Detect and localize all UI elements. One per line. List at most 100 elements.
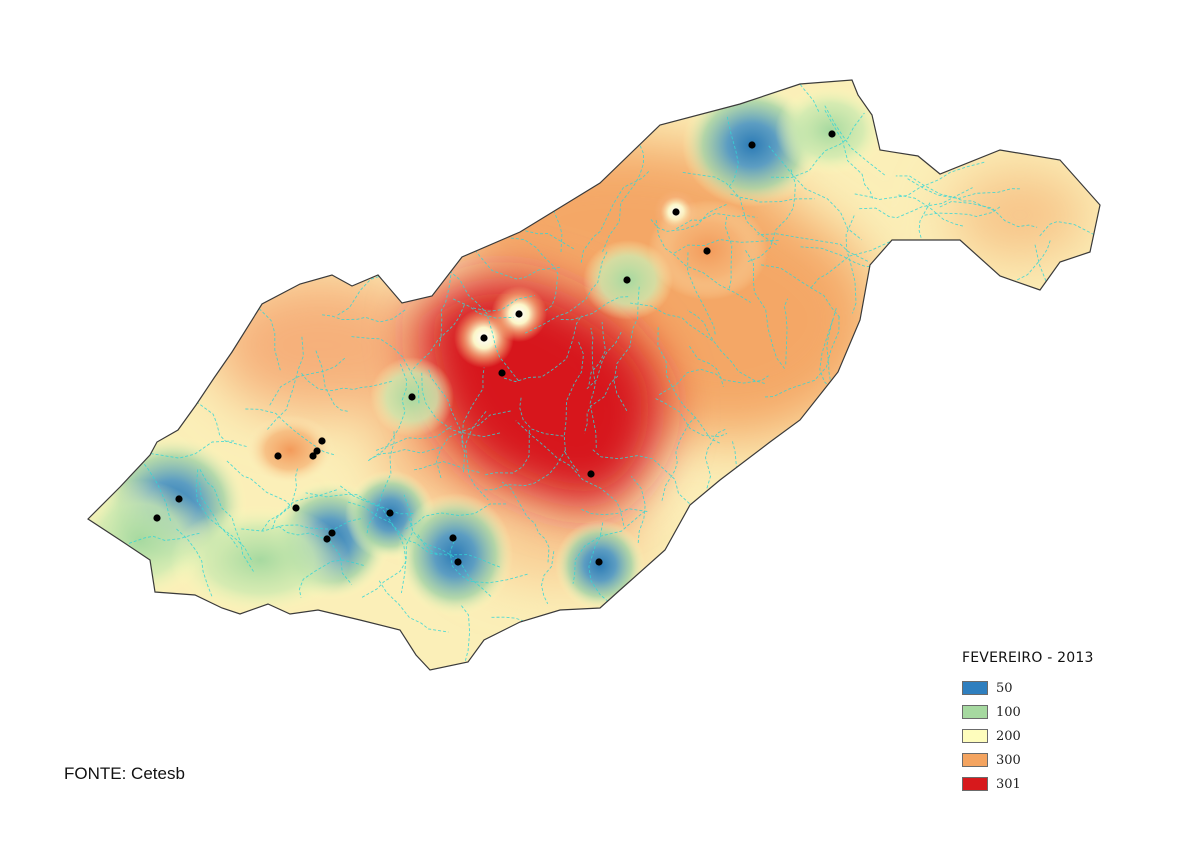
river xyxy=(602,143,644,252)
river xyxy=(226,460,292,508)
river xyxy=(586,331,622,390)
river xyxy=(583,375,619,434)
river xyxy=(366,363,407,463)
station-marker xyxy=(672,208,680,216)
legend-swatch xyxy=(962,681,988,695)
river xyxy=(421,371,501,438)
river xyxy=(241,517,363,532)
river xyxy=(760,264,841,318)
legend-item: 301 xyxy=(962,772,1162,796)
river xyxy=(854,161,985,200)
river xyxy=(589,328,597,448)
station-marker xyxy=(153,514,161,522)
station-marker xyxy=(703,247,711,255)
station-marker xyxy=(748,141,756,149)
station-marker xyxy=(309,452,317,460)
river xyxy=(199,469,255,573)
zone-orange-w xyxy=(245,415,335,485)
river xyxy=(361,494,414,598)
station-marker xyxy=(828,130,836,138)
river xyxy=(592,449,700,525)
station-marker xyxy=(623,276,631,284)
river xyxy=(176,528,213,598)
river xyxy=(1039,221,1100,245)
river xyxy=(503,315,582,383)
legend-item: 300 xyxy=(962,748,1162,772)
river xyxy=(563,341,584,473)
legend-label: 50 xyxy=(996,680,1013,696)
river xyxy=(572,510,646,584)
river xyxy=(485,428,530,476)
station-marker xyxy=(595,558,603,566)
river xyxy=(897,194,964,227)
river xyxy=(473,295,535,312)
monitoring-stations xyxy=(153,130,836,566)
river xyxy=(764,314,840,398)
river xyxy=(445,267,519,381)
river xyxy=(436,410,511,480)
river xyxy=(369,446,442,461)
river xyxy=(588,522,626,610)
station-marker xyxy=(454,558,462,566)
river xyxy=(613,286,640,412)
river xyxy=(195,469,253,563)
river xyxy=(681,171,777,246)
river xyxy=(525,251,608,334)
station-marker xyxy=(318,437,326,445)
river xyxy=(482,449,567,491)
river xyxy=(580,170,650,263)
legend-swatch xyxy=(962,729,988,743)
river xyxy=(269,357,346,406)
station-marker xyxy=(175,495,183,503)
river xyxy=(199,482,238,548)
legend-item: 200 xyxy=(962,724,1162,748)
river xyxy=(676,212,758,230)
river xyxy=(515,420,625,526)
river xyxy=(783,298,789,365)
river xyxy=(428,369,464,445)
river xyxy=(747,169,796,263)
river xyxy=(588,322,606,385)
station-marker xyxy=(274,452,282,460)
river xyxy=(859,187,973,219)
river xyxy=(673,239,779,254)
river xyxy=(452,298,514,319)
river xyxy=(824,105,886,176)
river xyxy=(768,145,863,241)
river xyxy=(301,372,394,392)
legend-item: 100 xyxy=(962,700,1162,724)
river xyxy=(351,336,420,405)
river xyxy=(655,220,751,303)
river xyxy=(770,112,865,178)
station-marker xyxy=(515,310,523,318)
station-marker xyxy=(498,369,506,377)
river xyxy=(272,468,299,528)
river xyxy=(378,580,449,633)
river xyxy=(745,250,786,370)
zone-green-ne xyxy=(775,85,885,175)
river xyxy=(824,109,874,199)
legend-rows: 50 100 200 300 301 xyxy=(962,676,1162,796)
river xyxy=(315,350,350,412)
station-marker xyxy=(386,509,394,517)
river xyxy=(757,233,868,262)
river xyxy=(261,489,337,532)
river xyxy=(322,308,408,323)
river xyxy=(366,431,395,536)
river xyxy=(655,398,728,438)
river xyxy=(509,237,559,311)
legend-swatch xyxy=(962,777,988,791)
river xyxy=(630,302,713,342)
station-marker xyxy=(408,393,416,401)
region-boundary xyxy=(87,79,1101,671)
river xyxy=(417,534,502,568)
legend-item: 50 xyxy=(962,676,1162,700)
river xyxy=(560,296,629,321)
river xyxy=(687,251,716,335)
river xyxy=(845,215,857,314)
river xyxy=(661,415,698,501)
river xyxy=(449,539,528,584)
station-marker xyxy=(292,504,300,512)
